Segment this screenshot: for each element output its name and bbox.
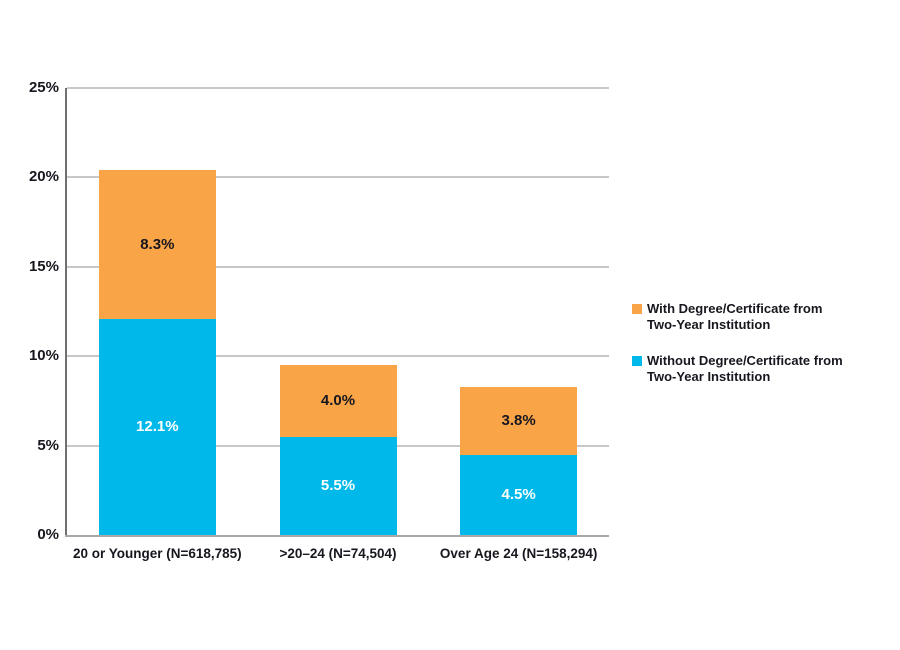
bar-segment-with-degree: 8.3% xyxy=(98,170,216,319)
legend-entry-label: With Degree/Certificate from Two-Year Ins… xyxy=(647,301,822,333)
gridline xyxy=(67,176,609,179)
bar-value-label: 8.3% xyxy=(140,235,175,253)
bar-segment-without-degree: 4.5% xyxy=(460,454,578,535)
x-axis-line xyxy=(65,535,609,537)
legend: With Degree/Certificate from Two-Year Ins… xyxy=(632,301,882,385)
x-axis-category-label: 20 or Younger (N=618,785) xyxy=(72,546,242,561)
y-axis-tick-label: 5% xyxy=(37,436,59,454)
bar-value-label: 5.5% xyxy=(320,477,356,495)
y-axis-tick-label: 25% xyxy=(28,79,59,96)
bar-value-label: 4.5% xyxy=(501,486,536,504)
stacked-bar: 4.0% 5.5% xyxy=(279,365,397,535)
stacked-bar: 8.3% 12.1% xyxy=(98,170,216,535)
legend-entry-label: Without Degree/Certificate from Two-Year … xyxy=(647,353,843,385)
legend-entry-label-line: Without Degree/Certificate from xyxy=(647,353,843,368)
bar-segment-without-degree: 12.1% xyxy=(98,318,216,535)
x-axis-category-label: Over Age 24 (N=158,294) xyxy=(439,546,598,561)
legend-swatch-with-degree xyxy=(632,304,642,314)
y-axis-tick-label: 15% xyxy=(28,257,59,275)
bar-value-label: 4.0% xyxy=(320,392,356,410)
y-axis-line xyxy=(65,88,67,535)
bar-segment-with-degree: 3.8% xyxy=(460,386,578,455)
bar-value-label: 12.1% xyxy=(136,418,179,436)
y-axis-tick-label: 10% xyxy=(28,347,59,365)
legend-entry-label-line: Two-Year Institution xyxy=(647,369,771,384)
y-axis-tick-label: 20% xyxy=(28,168,59,186)
gridline xyxy=(67,355,609,358)
gridline xyxy=(67,265,609,268)
stacked-bar: 3.8% 4.5% xyxy=(460,386,578,535)
plot-area: 8.3% 12.1% 4.0% 5.5% 3.8% 4.5% xyxy=(65,87,609,537)
legend-entry: Without Degree/Certificate from Two-Year … xyxy=(632,353,882,385)
y-axis-tick-label: 0% xyxy=(37,526,59,543)
legend-entry-label-line: Two-Year Institution xyxy=(647,317,771,332)
legend-entry-label-line: With Degree/Certificate from xyxy=(647,301,823,316)
bar-value-label: 3.8% xyxy=(501,412,536,430)
gridline xyxy=(67,87,609,89)
x-axis-category-label: >20–24 (N=74,504) xyxy=(279,546,397,561)
legend-entry: With Degree/Certificate from Two-Year Ins… xyxy=(632,301,882,333)
bar-segment-with-degree: 4.0% xyxy=(279,365,397,437)
bar-segment-without-degree: 5.5% xyxy=(279,436,397,535)
legend-swatch-without-degree xyxy=(632,356,642,366)
